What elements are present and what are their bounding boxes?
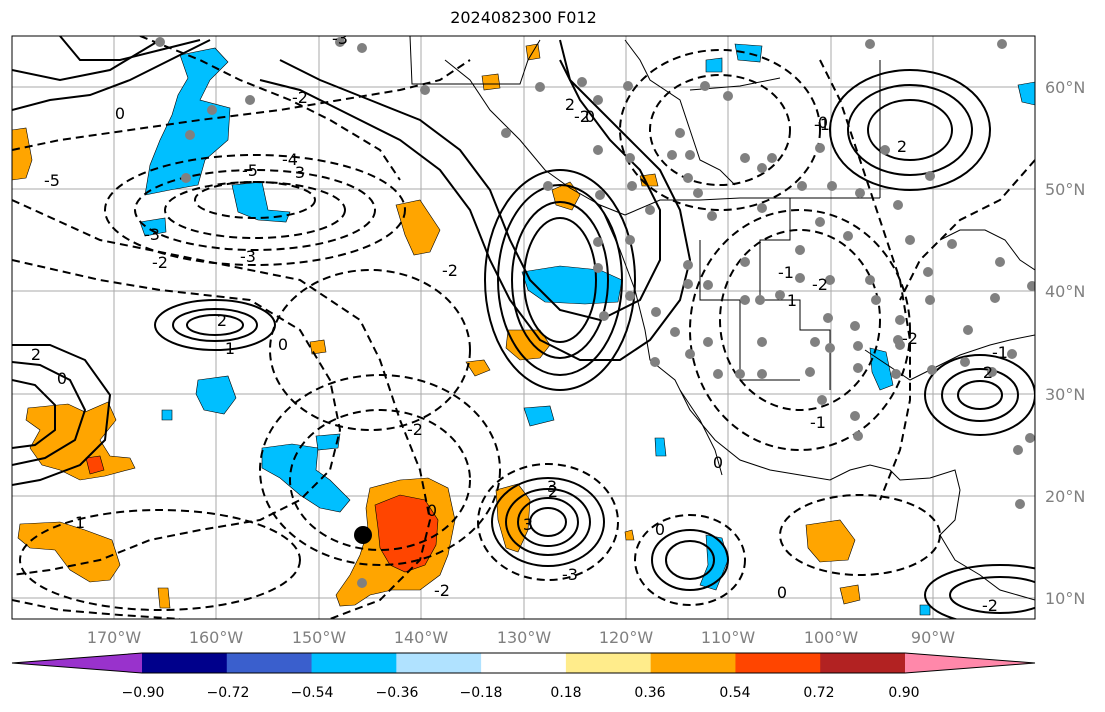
lon-label: 170°W: [87, 628, 142, 647]
colorbar-segment: [481, 653, 567, 673]
contour-label: 2: [983, 363, 993, 382]
colorbar-extend-max: [905, 653, 1035, 673]
lon-label: 110°W: [701, 628, 756, 647]
contour-label: 2: [217, 311, 227, 330]
lat-label: 50°N: [1045, 180, 1085, 199]
colorbar-tick-label: −0.18: [460, 685, 503, 701]
colorbar-tick-label: −0.36: [376, 685, 419, 701]
station-dots: [155, 37, 1035, 588]
contour-label: -2: [434, 581, 450, 600]
contour-label: -1: [992, 343, 1008, 362]
lon-label: 150°W: [292, 628, 347, 647]
contour-label: 0: [278, 335, 288, 354]
contour-label: 2: [31, 345, 41, 364]
lon-label: 120°W: [599, 628, 654, 647]
contour-label: 1: [75, 513, 85, 532]
colorbar-tick-label: 0.90: [888, 685, 919, 701]
map-title: 2024082300 F012: [450, 8, 597, 27]
colorbar-tick-label: 0.54: [719, 685, 750, 701]
colorbar: [11, 652, 1036, 674]
contour-label: -2: [982, 596, 998, 615]
contour-label: -3: [144, 225, 160, 244]
contour-label: 1: [225, 339, 235, 358]
colorbar-segment: [735, 653, 821, 673]
map-plot-area: -2-5-3-4-5-3-2 -221 00223-20-2-3-23232-10-…: [12, 29, 1035, 619]
colorbar-segment: [565, 653, 652, 673]
lat-label: 20°N: [1045, 487, 1085, 506]
contour-label: -2: [902, 329, 918, 348]
colorbar-tick-label: −0.90: [122, 685, 165, 701]
contour-label: -1: [778, 263, 794, 282]
contour-label: 0: [427, 501, 437, 520]
contour-label: 0: [655, 520, 665, 539]
contour-label: 0: [777, 583, 787, 602]
colorbar-tick-label: 0.36: [634, 685, 665, 701]
contour-label: 1: [787, 291, 797, 310]
longitude-labels: 170°W 160°W 150°W 140°W 130°W 120°W 110°…: [87, 628, 955, 647]
colorbar-segment: [820, 653, 906, 673]
contour-label: -3: [332, 29, 348, 48]
colorbar-tick-label: −0.54: [291, 685, 334, 701]
contour-label: -2: [407, 420, 423, 439]
contour-label: 0: [818, 113, 828, 132]
lon-label: 160°W: [189, 628, 244, 647]
colorbar-tick-label: 0.18: [550, 685, 581, 701]
lon-label: 90°W: [911, 628, 955, 647]
contour-label: -2: [574, 107, 590, 126]
colorbar-tick-label: −0.72: [207, 685, 250, 701]
contour-label: -2: [442, 261, 458, 280]
colorbar-tick-label: 0.72: [803, 685, 834, 701]
lat-label: 10°N: [1045, 589, 1085, 608]
contour-label: 0: [57, 369, 67, 388]
contour-label: 0: [115, 104, 125, 123]
contour-label: -5: [44, 171, 60, 190]
colorbar-extend-min: [12, 653, 142, 673]
colorbar-segment: [226, 653, 313, 673]
contour-label: 3: [523, 515, 533, 534]
colorbar-outline: [11, 652, 1036, 674]
lon-label: 140°W: [394, 628, 449, 647]
colorbar-segment: [311, 653, 397, 673]
colorbar-segment: [396, 653, 482, 673]
contour-label: 3: [295, 163, 305, 182]
latitude-labels: 60°N 50°N 40°N 30°N 20°N 10°N: [1045, 78, 1085, 608]
contour-label: -1: [810, 413, 826, 432]
lon-label: 130°W: [497, 628, 552, 647]
contour-label: -4: [282, 150, 298, 169]
highlight-point: [354, 526, 372, 544]
map-border: [11, 35, 1036, 620]
contour-label: -2: [812, 275, 828, 294]
lat-label: 30°N: [1045, 385, 1085, 404]
contour-label: 2: [897, 137, 907, 156]
contour-label: -5: [242, 161, 258, 180]
lat-label: 60°N: [1045, 78, 1085, 97]
lon-label: 100°W: [804, 628, 859, 647]
colorbar-segment: [650, 653, 736, 673]
dashed-contours: [12, 36, 1035, 619]
gridlines: [12, 36, 1035, 619]
contour-label: 2: [548, 482, 558, 501]
colorbar-segment: [142, 653, 228, 673]
contour-label: -2: [292, 88, 308, 107]
contour-label: -3: [240, 247, 256, 266]
contour-label: -1: [814, 115, 830, 134]
contour-label: 2: [565, 95, 575, 114]
contour-label: 3: [547, 477, 557, 496]
contour-labels: -2-5-3-4-5-3-2 -221 00223-20-2-3-23232-10-…: [31, 29, 1008, 615]
contour-label: 0: [713, 453, 723, 472]
contour-label: -2: [152, 253, 168, 272]
contour-label: -3: [562, 565, 578, 584]
lat-label: 40°N: [1045, 282, 1085, 301]
colorbar-tick-labels: −0.90 −0.72 −0.54 −0.36 −0.18 0.18 0.36 …: [122, 685, 920, 701]
contour-label: 0: [585, 107, 595, 126]
